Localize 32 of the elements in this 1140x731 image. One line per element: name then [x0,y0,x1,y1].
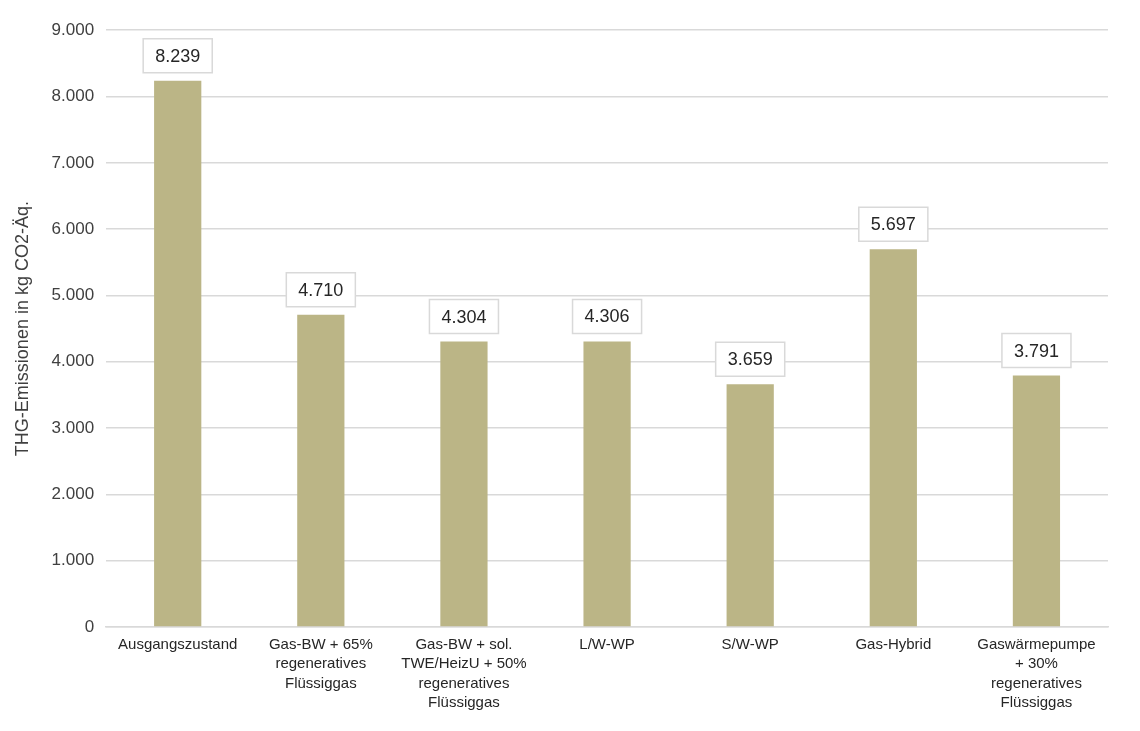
data-label: 3.791 [1013,340,1059,361]
bar [726,384,774,627]
data-label: 4.306 [584,306,630,327]
x-tick-label: L/W-WP [579,634,635,652]
bar [154,80,202,627]
data-label: 3.659 [727,349,773,370]
y-tick-label: 2.000 [51,484,95,504]
bar [1012,375,1061,627]
x-tick-label: S/W-WP [721,634,779,652]
y-tick-label: 3.000 [51,417,95,437]
y-tick-label: 4.000 [51,351,95,371]
x-tick-label: Gaswärmepumpe + 30% regeneratives Flüssiggas [977,634,1096,711]
data-label: 5.697 [870,214,916,235]
x-tick-label: Ausgangszustand [118,634,238,652]
data-label: 8.239 [155,45,201,66]
data-label: 4.710 [298,279,344,300]
y-tick-label: 8.000 [51,86,95,106]
y-tick-label: 9.000 [51,19,95,39]
data-label: 4.304 [441,306,487,327]
y-tick-label: 1.000 [51,550,95,570]
bar [297,314,345,627]
x-tick-label: Gas-BW + 65% regeneratives Flüssiggas [268,634,373,691]
y-tick-label: 6.000 [51,218,95,238]
x-tick-label: Gas-BW + sol. TWE/HeizU + 50% regeneratives Flüssiggas [401,634,527,711]
x-tick-label: Gas-Hybrid [855,634,932,652]
bar [440,341,488,627]
y-tick-label: 7.000 [51,152,95,172]
y-axis-title: THG-Emissionen in kg CO2-Äq. [11,201,32,457]
y-tick-label: 0 [84,616,95,636]
y-tick-label: 5.000 [51,285,95,305]
bar [583,341,631,627]
bar [869,249,917,627]
